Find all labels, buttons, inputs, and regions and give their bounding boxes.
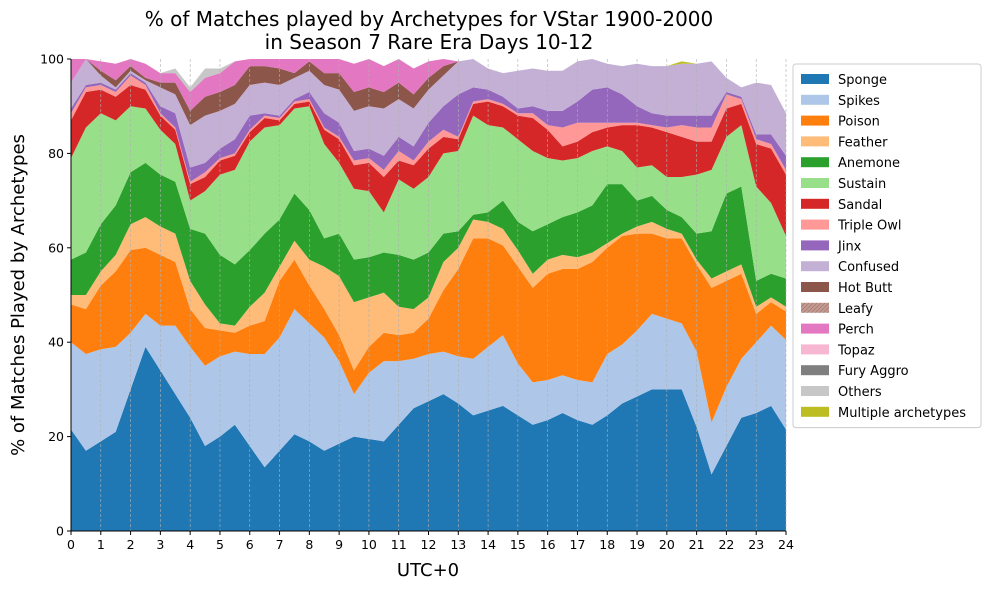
area-triple-owl	[71, 75, 786, 185]
legend-swatch-topaz	[801, 344, 829, 355]
x-tick-label: 16	[540, 537, 556, 552]
x-tick-label: 0	[67, 537, 75, 552]
x-tick-label: 9	[335, 537, 343, 552]
legend-label: Feather	[838, 135, 888, 150]
legend-label: Sponge	[838, 73, 887, 88]
legend-swatch-confused	[801, 261, 829, 272]
legend-swatch-multiple-archetypes	[801, 406, 829, 417]
legend-label: Others	[838, 385, 882, 400]
x-tick-label: 5	[216, 537, 224, 552]
legend-swatch-others	[801, 386, 829, 396]
x-tick-label: 11	[391, 537, 407, 552]
x-tick-label: 4	[186, 537, 194, 552]
legend-label: Sustain	[838, 177, 886, 192]
x-axis-label: UTC+0	[397, 560, 459, 581]
legend-label: Jinx	[837, 239, 862, 254]
legend-swatch-fury-aggro	[801, 365, 829, 376]
legend-label: Fury Aggro	[838, 364, 909, 379]
y-tick-label: 20	[48, 429, 64, 444]
legend-label: Triple Owl	[837, 219, 901, 234]
legend-swatch-feather	[801, 136, 829, 147]
x-tick-label: 18	[599, 537, 615, 552]
x-tick-label: 24	[778, 537, 794, 552]
legend-swatch-leafy	[801, 302, 829, 313]
x-tick-label: 1	[97, 537, 105, 552]
legend-swatch-spikes	[801, 94, 829, 105]
x-tick-label: 23	[748, 537, 764, 552]
legend-swatch-perch	[801, 323, 829, 334]
x-tick-label: 20	[659, 537, 675, 552]
x-tick-label: 19	[629, 537, 645, 552]
chart-title-line-1: % of Matches played by Archetypes for VS…	[145, 7, 714, 31]
legend-label: Sandal	[838, 198, 882, 213]
legend-swatch-sponge	[801, 74, 829, 84]
legend-label: Anemone	[838, 156, 900, 171]
legend-label: Hot Butt	[838, 281, 892, 296]
x-tick-label: 7	[276, 537, 284, 552]
legend-label: Poison	[838, 115, 880, 130]
legend-swatch-jinx	[801, 240, 829, 251]
chart-title-line-2: in Season 7 Rare Era Days 10-12	[265, 30, 594, 54]
legend-swatch-poison	[801, 115, 829, 126]
legend-label: Perch	[838, 323, 874, 338]
legend-swatch-sandal	[801, 198, 829, 209]
y-tick-label: 0	[56, 524, 64, 539]
legend-box	[792, 63, 982, 429]
x-tick-label: 2	[127, 537, 135, 552]
y-tick-label: 60	[48, 240, 64, 255]
y-tick-label: 100	[40, 52, 64, 67]
x-tick-label: 14	[480, 537, 496, 552]
legend-label: Spikes	[838, 94, 880, 109]
legend-swatch-anemone	[801, 157, 829, 168]
legend-label: Multiple archetypes	[838, 406, 966, 421]
legend-swatch-sustain	[801, 178, 829, 188]
y-axis-label: % of Matches Played by Archetypes	[8, 134, 29, 456]
legend-label: Confused	[838, 260, 899, 275]
x-tick-label: 8	[305, 537, 313, 552]
gridlines	[70, 59, 787, 531]
x-tick-label: 15	[510, 537, 526, 552]
y-tick-label: 40	[48, 335, 64, 350]
legend: Sponge Spikes Poison Feather Anemone Sustain S…	[792, 63, 982, 429]
x-tick-label: 6	[246, 537, 254, 552]
legend-swatch-triple-owl	[801, 219, 829, 230]
x-tick-label: 3	[156, 537, 164, 552]
x-tick-label: 10	[361, 537, 377, 552]
x-tick-label: 21	[689, 537, 705, 552]
x-tick-label: 13	[450, 537, 466, 552]
x-tick-label: 17	[570, 537, 586, 552]
legend-label: Topaz	[837, 343, 875, 358]
legend-label: Leafy	[838, 302, 873, 317]
legend-swatch-hot-butt	[801, 282, 829, 292]
x-tick-label: 22	[718, 537, 734, 552]
x-tick-label: 12	[421, 537, 437, 552]
y-tick-label: 80	[48, 146, 64, 161]
area-feather	[71, 217, 786, 371]
axes: 0 1 2 3 4 5 6 7 8 9 10 11 12 13 14 15 16 17 18 19 20 21 22 23 24…	[40, 52, 794, 553]
